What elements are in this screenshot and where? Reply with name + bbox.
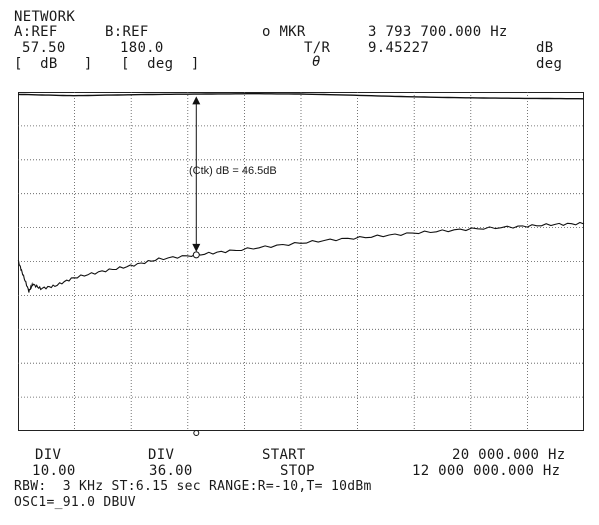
channel-a-unit: [ dB ] <box>14 56 93 72</box>
plot-grid <box>18 92 584 431</box>
div-a-value: 10.00 <box>32 463 76 479</box>
theta-unit: deg <box>536 56 563 72</box>
analyzer-mode-title: NETWORK <box>14 9 76 25</box>
channel-a-ref-value: 57.50 <box>22 40 66 56</box>
plot-traces <box>17 93 585 293</box>
start-frequency: 20 000.000 Hz <box>452 447 566 463</box>
marker-label: o MKR <box>262 24 306 40</box>
oscillator-level-line: OSC1=_91.0 DBUV <box>14 495 136 510</box>
stop-frequency: 12 000 000.000 Hz <box>412 463 561 479</box>
tr-label: T/R <box>304 40 331 56</box>
start-label: START <box>262 447 306 463</box>
channel-b-ref-value: 180.0 <box>120 40 164 56</box>
difference-annotation: (Ctk) dB = 46.5dB <box>189 165 277 177</box>
trace-lower <box>17 221 585 293</box>
marker-value: 9.45227 <box>368 40 430 56</box>
stop-label: STOP <box>280 463 315 479</box>
trace-upper <box>17 93 585 100</box>
marker-value-unit: dB <box>536 40 554 56</box>
arrow-head-top <box>192 96 201 105</box>
marker-frequency: 3 793 700.000 Hz <box>368 24 508 40</box>
div-b-value: 36.00 <box>149 463 193 479</box>
rbw-settings-line: RBW: 3 KHz ST:6.15 sec RANGE:R=-10,T= 10… <box>14 479 372 494</box>
theta-symbol: θ <box>312 54 321 70</box>
channel-b-unit: [ deg ] <box>121 56 200 72</box>
marker-point <box>192 251 200 259</box>
marker-position-indicator <box>193 430 200 436</box>
div-a-label: DIV <box>35 447 62 463</box>
arrow-head-bottom <box>192 243 201 252</box>
channel-a-label: A:REF <box>14 24 58 40</box>
plot-overlay <box>192 96 201 436</box>
div-b-label: DIV <box>148 447 175 463</box>
channel-b-label: B:REF <box>105 24 149 40</box>
